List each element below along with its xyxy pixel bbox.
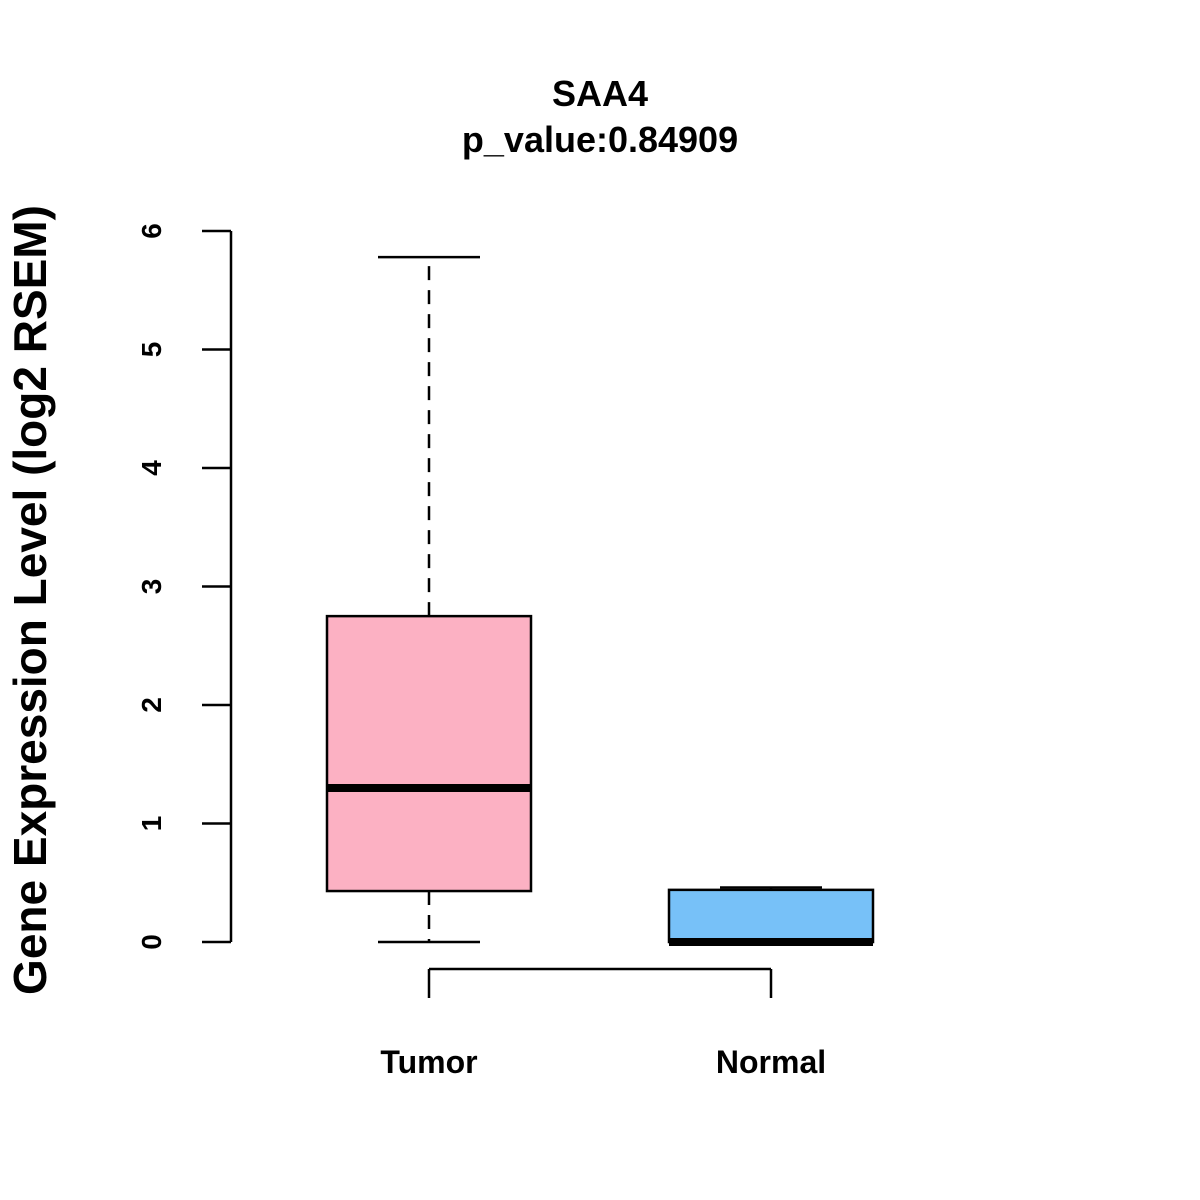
x-tick-label: Normal — [716, 1044, 826, 1080]
y-axis-label: Gene Expression Level (log2 RSEM) — [4, 205, 56, 995]
chart-title: SAA4 — [552, 73, 648, 114]
y-tick-label: 4 — [136, 460, 167, 476]
x-axis: Tumor Normal — [380, 967, 826, 1080]
y-tick-label: 5 — [136, 342, 167, 358]
box-tumor — [325, 255, 533, 944]
y-tick-label: 0 — [136, 934, 167, 950]
box-normal — [667, 886, 875, 946]
y-tick-label: 1 — [136, 816, 167, 832]
y-tick-label: 2 — [136, 697, 167, 713]
y-axis: 0 1 2 3 4 5 6 — [136, 223, 233, 950]
box-iqr — [325, 614, 533, 893]
boxes-group — [325, 255, 875, 946]
box-iqr — [667, 888, 875, 944]
chart-subtitle: p_value:0.84909 — [462, 119, 738, 160]
y-tick-label: 3 — [136, 579, 167, 595]
x-tick-label: Tumor — [380, 1044, 477, 1080]
y-tick-label: 6 — [136, 223, 167, 239]
